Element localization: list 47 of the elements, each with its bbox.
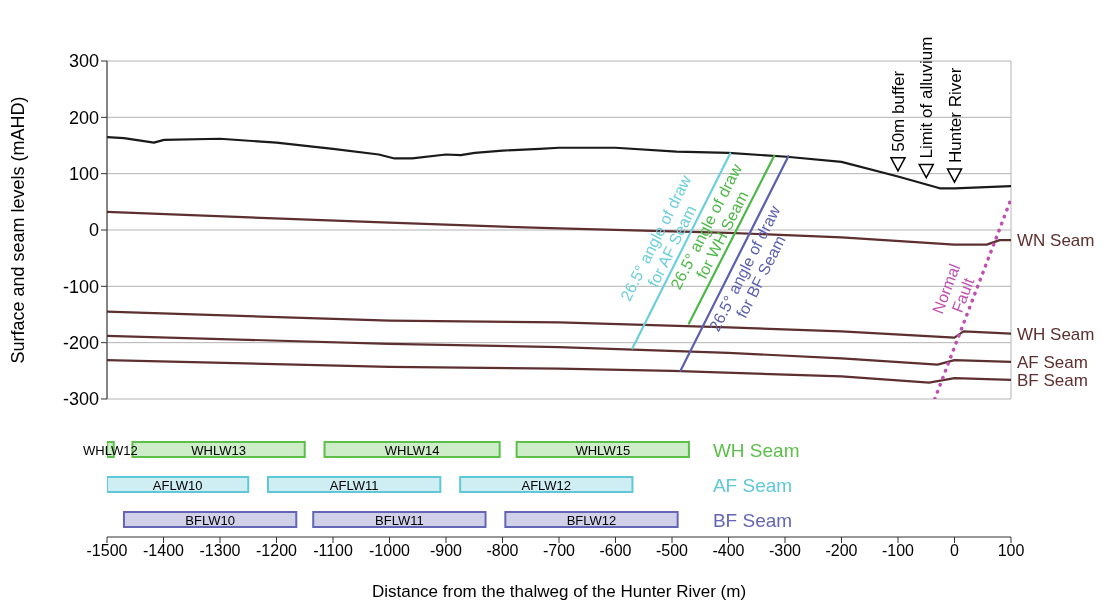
x-tick-label: 100 bbox=[997, 542, 1025, 560]
data-label: WHLW15 bbox=[575, 442, 631, 458]
annotation: Limit of alluvium bbox=[917, 36, 937, 159]
y-tick-label: 300 bbox=[68, 51, 99, 72]
data-label: AFLW10 bbox=[152, 477, 203, 493]
y-tick-label: 100 bbox=[68, 164, 99, 185]
y-tick-label: -100 bbox=[62, 276, 99, 297]
y-tick-label: BF Seam bbox=[712, 509, 793, 531]
series-label: AF Seam bbox=[1017, 352, 1088, 372]
data-label: AFLW11 bbox=[329, 477, 379, 493]
x-tick-label: -500 bbox=[655, 542, 689, 560]
x-tick-label: -700 bbox=[542, 542, 576, 560]
y-axis-title: Surface and seam levels (mAHD) bbox=[8, 96, 28, 364]
x-tick-label: 0 bbox=[950, 542, 960, 560]
line-series bbox=[107, 359, 1011, 384]
data-label: WHLW13 bbox=[191, 442, 246, 458]
series-label: BF Seam bbox=[1017, 370, 1088, 390]
y-tick-label: -300 bbox=[62, 389, 99, 410]
data-label: BFLW10 bbox=[185, 512, 235, 528]
x-tick-label: -900 bbox=[429, 542, 463, 560]
series-label: WH Seam bbox=[1017, 324, 1095, 344]
bar bbox=[515, 441, 690, 458]
x-tick-label: -1000 bbox=[369, 542, 411, 560]
x-axis-title: Distance from the thalweg of the Hunter River (m) bbox=[371, 582, 747, 601]
y-tick-label: WH Seam bbox=[712, 439, 800, 461]
data-label: BFLW11 bbox=[375, 512, 424, 528]
x-tick-label: -400 bbox=[712, 542, 745, 560]
y-tick-label: AF Seam bbox=[712, 474, 793, 496]
x-tick-label: -200 bbox=[825, 542, 858, 560]
x-tick-label: -100 bbox=[881, 542, 915, 560]
y-tick-label: 0 bbox=[88, 220, 99, 241]
x-tick-label: -800 bbox=[486, 542, 519, 560]
x-tick-label: -1500 bbox=[86, 542, 128, 560]
y-tick-label: 200 bbox=[68, 107, 99, 128]
x-tick-label: -1300 bbox=[199, 542, 241, 560]
x-tick-label: -1400 bbox=[143, 542, 185, 560]
x-tick-label: -600 bbox=[599, 542, 632, 560]
data-label: WHLW14 bbox=[384, 442, 440, 458]
annotation: 50m buffer bbox=[889, 70, 908, 152]
x-tick-label: -1200 bbox=[256, 542, 298, 560]
data-label: BFLW12 bbox=[566, 512, 617, 528]
annotation: Hunter River bbox=[945, 67, 965, 164]
y-tick-label: -200 bbox=[62, 333, 99, 354]
data-label: AFLW12 bbox=[521, 477, 572, 493]
line-series bbox=[107, 334, 1011, 366]
series-label: WN Seam bbox=[1017, 231, 1095, 251]
x-tick-label: -1100 bbox=[313, 542, 353, 560]
